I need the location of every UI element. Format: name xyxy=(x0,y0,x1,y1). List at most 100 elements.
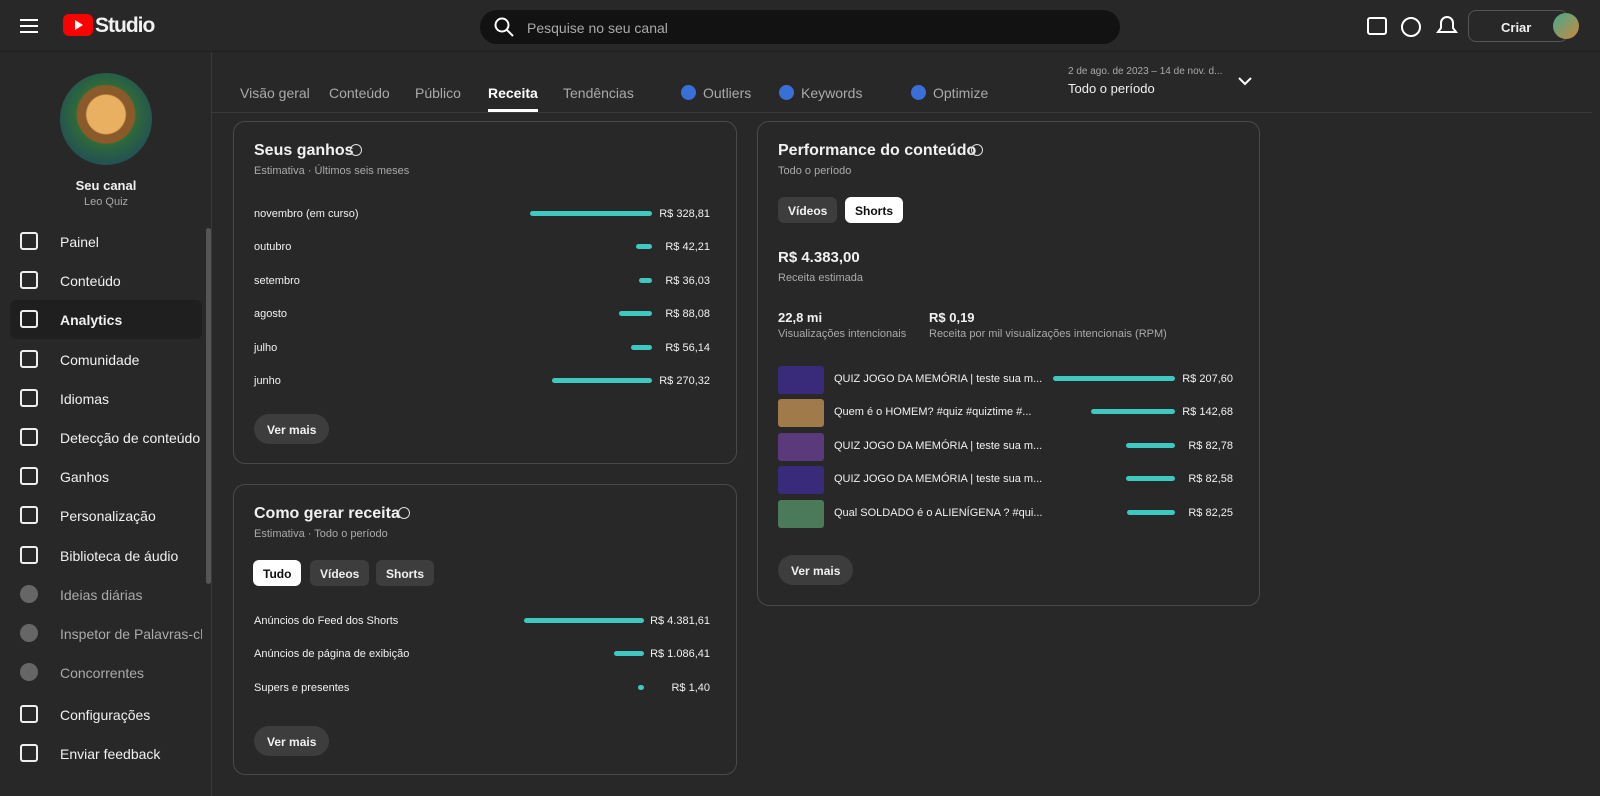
nav-label: Idiomas xyxy=(60,391,202,407)
nav-item[interactable]: Detecção de conteúdo xyxy=(10,418,202,457)
tab[interactable]: Público xyxy=(415,85,461,101)
bar-row: junhoR$ 270,32 xyxy=(254,372,710,392)
row-value: R$ 56,14 xyxy=(665,342,710,354)
tab[interactable]: Receita xyxy=(488,85,538,101)
scrollbar[interactable] xyxy=(206,228,211,584)
bar-row: setembroR$ 36,03 xyxy=(254,272,710,292)
video-thumbnail[interactable] xyxy=(778,466,824,494)
tab[interactable]: Optimize xyxy=(911,85,988,101)
more-button[interactable]: Ver mais xyxy=(778,555,853,585)
bar-row: Qual SOLDADO é o ALIENÍGENA ? #qui...R$ … xyxy=(778,504,1233,524)
nav-item[interactable]: Inspetor de Palavras-chave xyxy=(10,614,202,653)
row-name: novembro (em curso) xyxy=(254,208,359,220)
row-value: R$ 82,58 xyxy=(1188,473,1233,485)
nav-item[interactable]: Painel xyxy=(10,222,202,261)
channel-title: Seu canal xyxy=(0,178,212,193)
filter-chip[interactable]: Shorts xyxy=(845,197,903,223)
logo-icon[interactable] xyxy=(63,14,93,36)
nav-item[interactable]: Ganhos xyxy=(10,457,202,496)
bar xyxy=(1091,409,1175,414)
date-dropdown[interactable] xyxy=(1238,76,1252,86)
video-thumbnail[interactable] xyxy=(778,433,824,461)
bar-row: QUIZ JOGO DA MEMÓRIA | teste sua m...R$ … xyxy=(778,437,1233,457)
bar xyxy=(639,278,652,283)
card-title: Performance do conteúdo xyxy=(778,142,976,160)
tab[interactable]: Tendências xyxy=(563,85,634,101)
video-thumbnail[interactable] xyxy=(778,500,824,528)
bar xyxy=(1126,476,1175,481)
total-revenue: R$ 4.383,00 xyxy=(778,249,860,266)
nav-icon xyxy=(20,546,38,564)
metric-label: Receita por mil visualizações intenciona… xyxy=(929,328,1167,340)
tab[interactable]: Keywords xyxy=(779,85,862,101)
nav-item[interactable]: Ideias diárias xyxy=(10,575,202,614)
card-subtitle: Estimativa · Últimos seis meses xyxy=(254,165,409,177)
bar xyxy=(619,311,652,316)
nav-item[interactable]: Biblioteca de áudio xyxy=(10,536,202,575)
nav-item[interactable]: Comunidade xyxy=(10,340,202,379)
nav-icon xyxy=(20,350,38,368)
account-avatar[interactable] xyxy=(1553,13,1579,39)
filter-chip[interactable]: Tudo xyxy=(253,560,301,586)
nav-icon xyxy=(20,467,38,485)
video-thumbnail[interactable] xyxy=(778,399,824,427)
nav-icon xyxy=(20,624,38,642)
row-value: R$ 88,08 xyxy=(665,308,710,320)
nav-icon xyxy=(20,705,38,723)
bar xyxy=(530,211,652,216)
row-value: R$ 270,32 xyxy=(659,375,710,387)
nav-item[interactable]: Enviar feedback xyxy=(10,734,202,773)
bar-row: Quem é o HOMEM? #quiz #quiztime #...R$ 1… xyxy=(778,403,1233,423)
nav-item[interactable]: Idiomas xyxy=(10,379,202,418)
top-bar: Studio Pesquise no seu canal Criar xyxy=(0,0,1600,52)
video-thumbnail[interactable] xyxy=(778,366,824,394)
bar-row: outubroR$ 42,21 xyxy=(254,238,710,258)
nav-label: Enviar feedback xyxy=(60,746,202,762)
more-button[interactable]: Ver mais xyxy=(254,726,329,756)
tab[interactable]: Outliers xyxy=(681,85,751,101)
row-name: Anúncios de página de exibição xyxy=(254,648,409,660)
sidebar: Seu canal Leo Quiz PainelConteúdoAnalyti… xyxy=(0,52,212,796)
nav-icon xyxy=(20,389,38,407)
search-box[interactable]: Pesquise no seu canal xyxy=(480,10,1120,44)
bar-row: Anúncios de página de exibiçãoR$ 1.086,4… xyxy=(254,645,710,665)
filter-chip[interactable]: Vídeos xyxy=(778,197,837,223)
channel-avatar[interactable] xyxy=(60,73,152,165)
filter-chip[interactable]: Shorts xyxy=(376,560,434,586)
nav-label: Ideias diárias xyxy=(60,587,202,603)
more-button[interactable]: Ver mais xyxy=(254,414,329,444)
bar xyxy=(524,618,644,623)
nav-icon xyxy=(20,663,38,681)
bar-row: Anúncios do Feed dos ShortsR$ 4.381,61 xyxy=(254,612,710,632)
nav-icon xyxy=(20,585,38,603)
card-subtitle: Estimativa · Todo o período xyxy=(254,528,388,540)
row-value: R$ 207,60 xyxy=(1182,373,1233,385)
nav-item[interactable]: Concorrentes xyxy=(10,653,202,692)
logo-text[interactable]: Studio xyxy=(95,14,154,38)
bar-row: QUIZ JOGO DA MEMÓRIA | teste sua m...R$ … xyxy=(778,470,1233,490)
bar-row: Supers e presentesR$ 1,40 xyxy=(254,679,710,699)
date-range[interactable]: 2 de ago. de 2023 – 14 de nov. d... xyxy=(1068,66,1228,77)
metric-value: R$ 0,19 xyxy=(929,310,975,325)
bar xyxy=(614,651,644,656)
nav-item[interactable]: Analytics xyxy=(10,300,202,339)
nav-label: Ganhos xyxy=(60,469,202,485)
tab[interactable]: Visão geral xyxy=(240,85,310,101)
nav-label: Detecção de conteúdo xyxy=(60,430,202,446)
tab-icon xyxy=(779,85,794,100)
nav-item[interactable]: Conteúdo xyxy=(10,261,202,300)
tab[interactable]: Conteúdo xyxy=(329,85,390,101)
nav-icon xyxy=(20,310,38,328)
filter-chip[interactable]: Vídeos xyxy=(310,560,369,586)
nav-item[interactable]: Personalização xyxy=(10,496,202,535)
search-icon xyxy=(494,17,514,37)
nav-label: Conteúdo xyxy=(60,273,202,289)
metric-label: Visualizações intencionais xyxy=(778,328,906,340)
bar xyxy=(638,685,644,690)
menu-icon[interactable] xyxy=(20,17,40,35)
top-icons[interactable] xyxy=(1366,16,1476,38)
date-label[interactable]: Todo o período xyxy=(1068,81,1155,96)
nav-item[interactable]: Configurações xyxy=(10,695,202,734)
nav-label: Biblioteca de áudio xyxy=(60,548,202,564)
